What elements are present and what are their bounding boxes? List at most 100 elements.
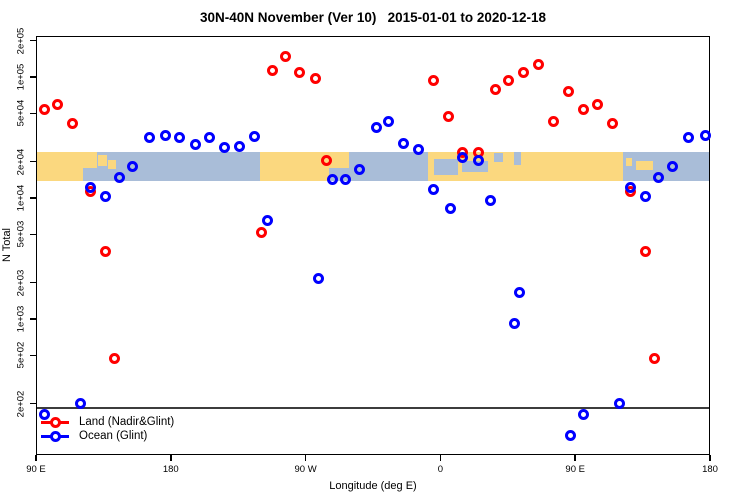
x-tick-label: 90 W <box>294 464 317 475</box>
data-point-ocean <box>614 397 626 409</box>
y-tick-mark <box>30 233 36 236</box>
data-point-land <box>639 245 651 257</box>
data-point-land <box>52 99 64 111</box>
data-point-land <box>533 58 545 70</box>
land-segment <box>329 151 349 168</box>
data-point-ocean <box>473 154 485 166</box>
data-point-land <box>266 64 278 76</box>
data-point-land <box>648 353 660 365</box>
data-point-land <box>293 67 305 79</box>
data-point-ocean <box>38 409 50 421</box>
data-point-ocean <box>509 318 521 330</box>
y-tick-label: 1e+03 <box>15 305 27 333</box>
data-point-ocean <box>413 144 425 156</box>
x-tick-mark <box>304 455 307 461</box>
x-tick-mark <box>439 455 442 461</box>
data-point-ocean <box>639 190 651 202</box>
data-point-land <box>100 245 112 257</box>
y-tick-label: 5e+04 <box>15 100 27 127</box>
data-point-ocean <box>353 164 365 176</box>
y-tick-mark <box>30 281 36 284</box>
reference-line <box>37 407 709 409</box>
data-point-ocean <box>383 115 395 127</box>
data-point-ocean <box>248 130 260 142</box>
y-tick-label: 2e+04 <box>15 148 27 175</box>
data-point-ocean <box>74 397 86 409</box>
data-point-ocean <box>624 181 636 193</box>
data-point-land <box>606 118 618 130</box>
data-point-land <box>38 103 50 115</box>
data-point-ocean <box>428 184 440 196</box>
data-point-land <box>548 115 560 127</box>
ocean-patch <box>462 160 488 173</box>
data-point-ocean <box>113 172 125 184</box>
y-tick-mark <box>30 39 36 42</box>
data-point-land <box>591 99 603 111</box>
data-point-ocean <box>513 286 525 298</box>
y-axis-label: N Total <box>1 227 13 263</box>
y-tick-label: 2e+02 <box>15 390 27 417</box>
land-segment <box>625 157 632 167</box>
y-tick-label: 5e+03 <box>15 221 27 248</box>
data-point-land <box>256 226 268 238</box>
data-point-ocean <box>444 202 456 214</box>
x-tick-mark <box>170 455 172 461</box>
x-tick-mark <box>709 455 711 461</box>
land-segment <box>260 151 330 181</box>
ocean-patch <box>514 151 521 165</box>
x-tick-mark <box>35 455 37 461</box>
y-tick-mark <box>30 112 36 115</box>
data-point-ocean <box>190 139 202 151</box>
data-point-ocean <box>313 273 325 285</box>
data-point-ocean <box>100 190 112 202</box>
y-tick-mark <box>30 402 36 405</box>
data-point-ocean <box>218 142 230 154</box>
land-segment <box>83 151 97 168</box>
data-point-ocean <box>456 152 468 164</box>
x-tick-label: 90 E <box>26 464 46 475</box>
chart-title: 30N-40N November (Ver 10) 2015-01-01 to … <box>200 10 546 25</box>
data-point-ocean <box>203 132 215 144</box>
data-point-ocean <box>699 129 711 141</box>
land-circle-icon <box>49 416 61 428</box>
y-tick-mark <box>30 318 36 320</box>
data-point-land <box>280 51 292 63</box>
data-point-ocean <box>564 430 576 442</box>
data-point-ocean <box>173 132 185 144</box>
data-point-ocean <box>160 129 172 141</box>
ocean-circle-icon <box>49 430 61 442</box>
legend-label: Ocean (Glint) <box>79 430 148 442</box>
data-point-ocean <box>371 121 383 133</box>
y-tick-mark <box>30 354 36 357</box>
map-band <box>37 151 709 181</box>
ocean-patch <box>493 153 503 163</box>
land-segment <box>37 151 84 181</box>
x-tick-label: 0 <box>437 464 444 475</box>
y-tick-mark <box>30 160 36 163</box>
data-point-land <box>428 74 440 86</box>
data-point-land <box>563 86 575 98</box>
data-point-ocean <box>127 161 139 173</box>
data-point-ocean <box>578 409 590 421</box>
ocean-patch <box>433 159 458 176</box>
data-point-land <box>518 67 530 79</box>
land-segment <box>97 155 108 167</box>
x-axis-label: Longitude (deg E) <box>329 480 417 492</box>
data-point-ocean <box>85 181 97 193</box>
data-point-land <box>320 154 332 166</box>
data-point-land <box>578 103 590 115</box>
x-tick-mark <box>574 455 576 461</box>
data-point-ocean <box>340 174 352 186</box>
y-tick-label: 5e+02 <box>15 342 27 369</box>
data-point-land <box>310 72 322 84</box>
data-point-land <box>489 84 501 96</box>
x-tick-label: 180 <box>162 464 179 475</box>
y-tick-mark <box>30 197 36 199</box>
x-tick-label: 180 <box>702 464 718 475</box>
y-tick-label: 2e+03 <box>15 269 27 296</box>
data-point-ocean <box>398 138 410 150</box>
plot-area: Land (Nadir&Glint) Ocean (Glint) <box>36 36 711 455</box>
data-point-ocean <box>653 172 665 184</box>
data-point-ocean <box>666 161 678 173</box>
